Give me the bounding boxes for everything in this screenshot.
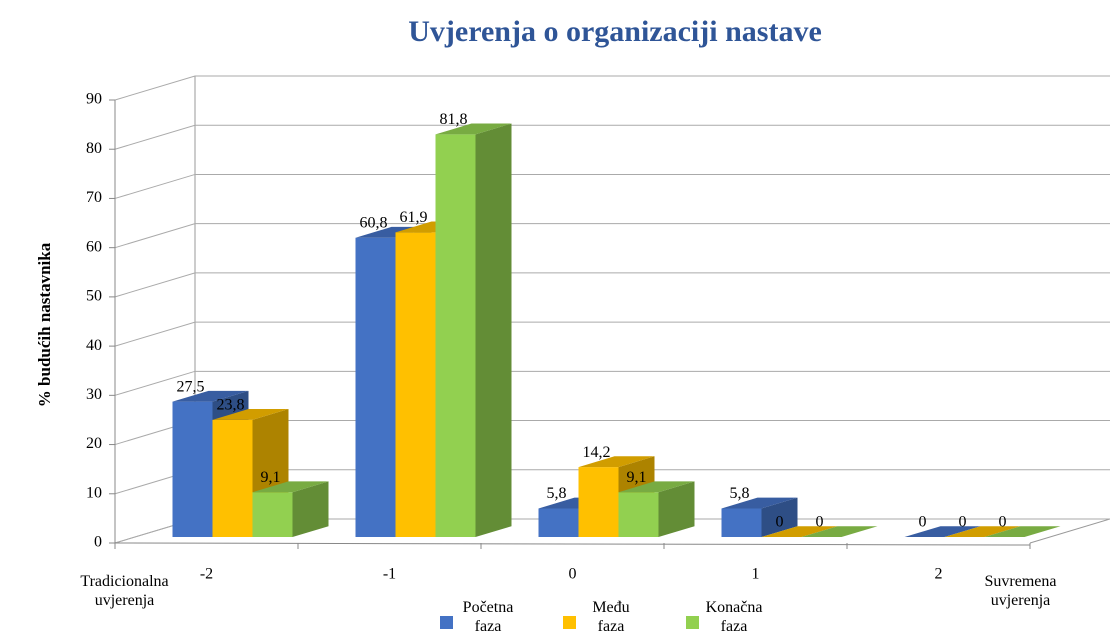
data-label: 5,8 — [730, 485, 750, 502]
bar — [944, 526, 1021, 537]
bar-side — [292, 481, 329, 537]
x-tick-label: -1 — [383, 566, 396, 583]
bar-top — [212, 409, 289, 420]
data-label: 14,2 — [583, 444, 611, 461]
grid-line — [114, 124, 1110, 150]
bar-side — [658, 481, 695, 537]
data-label: 0 — [919, 514, 927, 531]
annotation: Suvremena uvjerenja — [984, 573, 1057, 609]
bar-top — [172, 390, 249, 402]
data-label: 9,1 — [261, 469, 281, 486]
bar-front — [355, 237, 396, 537]
bar-top — [904, 526, 981, 537]
grid-line — [114, 173, 1110, 199]
bar-top — [435, 123, 512, 135]
legend-label: Početna faza — [462, 599, 514, 635]
bar-top — [761, 526, 838, 537]
x-axis — [114, 542, 1031, 546]
bar-top — [984, 526, 1061, 537]
y-tick-label: 90 — [86, 91, 102, 108]
data-label: 0 — [776, 514, 784, 531]
annotation: Tradicionalna uvjerenja — [80, 573, 169, 609]
bar-front — [252, 492, 293, 537]
bar-top — [801, 526, 878, 537]
bar-side — [761, 497, 798, 537]
grid-line — [114, 75, 1110, 101]
y-tick-label: 50 — [86, 288, 102, 305]
y-tick-label: 40 — [86, 337, 102, 354]
bar-front — [538, 508, 579, 537]
bar-front — [618, 492, 659, 537]
data-label: 23,8 — [217, 397, 245, 414]
bar-top — [252, 481, 329, 493]
bar-front — [435, 134, 476, 537]
legend-swatch — [563, 616, 576, 629]
bar — [252, 481, 329, 537]
x-tick-label: 1 — [752, 566, 760, 583]
y-tick-label: 70 — [86, 189, 102, 206]
data-label: 81,8 — [440, 111, 468, 128]
data-label: 61,9 — [400, 209, 428, 226]
grid-line — [114, 370, 1110, 396]
legend-label: Konačna faza — [705, 599, 763, 635]
grid-line — [114, 272, 1110, 298]
x-tick-label: 0 — [569, 566, 577, 583]
y-tick-label: 20 — [86, 435, 102, 452]
bar-top — [944, 526, 1021, 537]
y-tick-label: 10 — [86, 484, 102, 501]
bar-side — [475, 123, 512, 537]
y-axis-label: % budućih nastavnika — [35, 242, 54, 407]
bar-front — [578, 467, 619, 537]
bar-top — [618, 481, 695, 493]
bar-top — [578, 456, 655, 468]
y-tick-label: 30 — [86, 386, 102, 403]
bar — [801, 526, 878, 537]
chart-title: Uvjerenja o organizaciji nastave — [408, 15, 822, 48]
legend-swatch — [440, 616, 453, 629]
x-tick-label: 2 — [935, 566, 943, 583]
bar-front — [172, 401, 213, 537]
bar-front — [395, 232, 436, 537]
data-label: 27,5 — [177, 378, 205, 395]
bar — [721, 497, 798, 537]
x-tick-label: -2 — [200, 566, 213, 583]
grid-line — [114, 321, 1110, 347]
data-label: 60,8 — [360, 214, 388, 231]
y-tick-label: 80 — [86, 140, 102, 157]
bar-front — [212, 419, 253, 537]
bar-top — [721, 497, 798, 509]
data-label: 5,8 — [547, 485, 567, 502]
data-label: 0 — [816, 514, 824, 531]
legend-label: Među faza — [592, 599, 630, 635]
data-label: 0 — [959, 514, 967, 531]
bar — [904, 526, 981, 537]
bar — [618, 481, 695, 537]
legend-swatch — [686, 616, 699, 629]
bar — [761, 526, 838, 537]
data-label: 0 — [999, 514, 1007, 531]
bar-front — [721, 508, 762, 537]
data-label: 9,1 — [627, 469, 647, 486]
y-tick-label: 60 — [86, 238, 102, 255]
grid-line — [114, 223, 1110, 249]
bar — [435, 123, 512, 537]
y-tick-label: 0 — [94, 534, 102, 551]
bar — [984, 526, 1061, 537]
